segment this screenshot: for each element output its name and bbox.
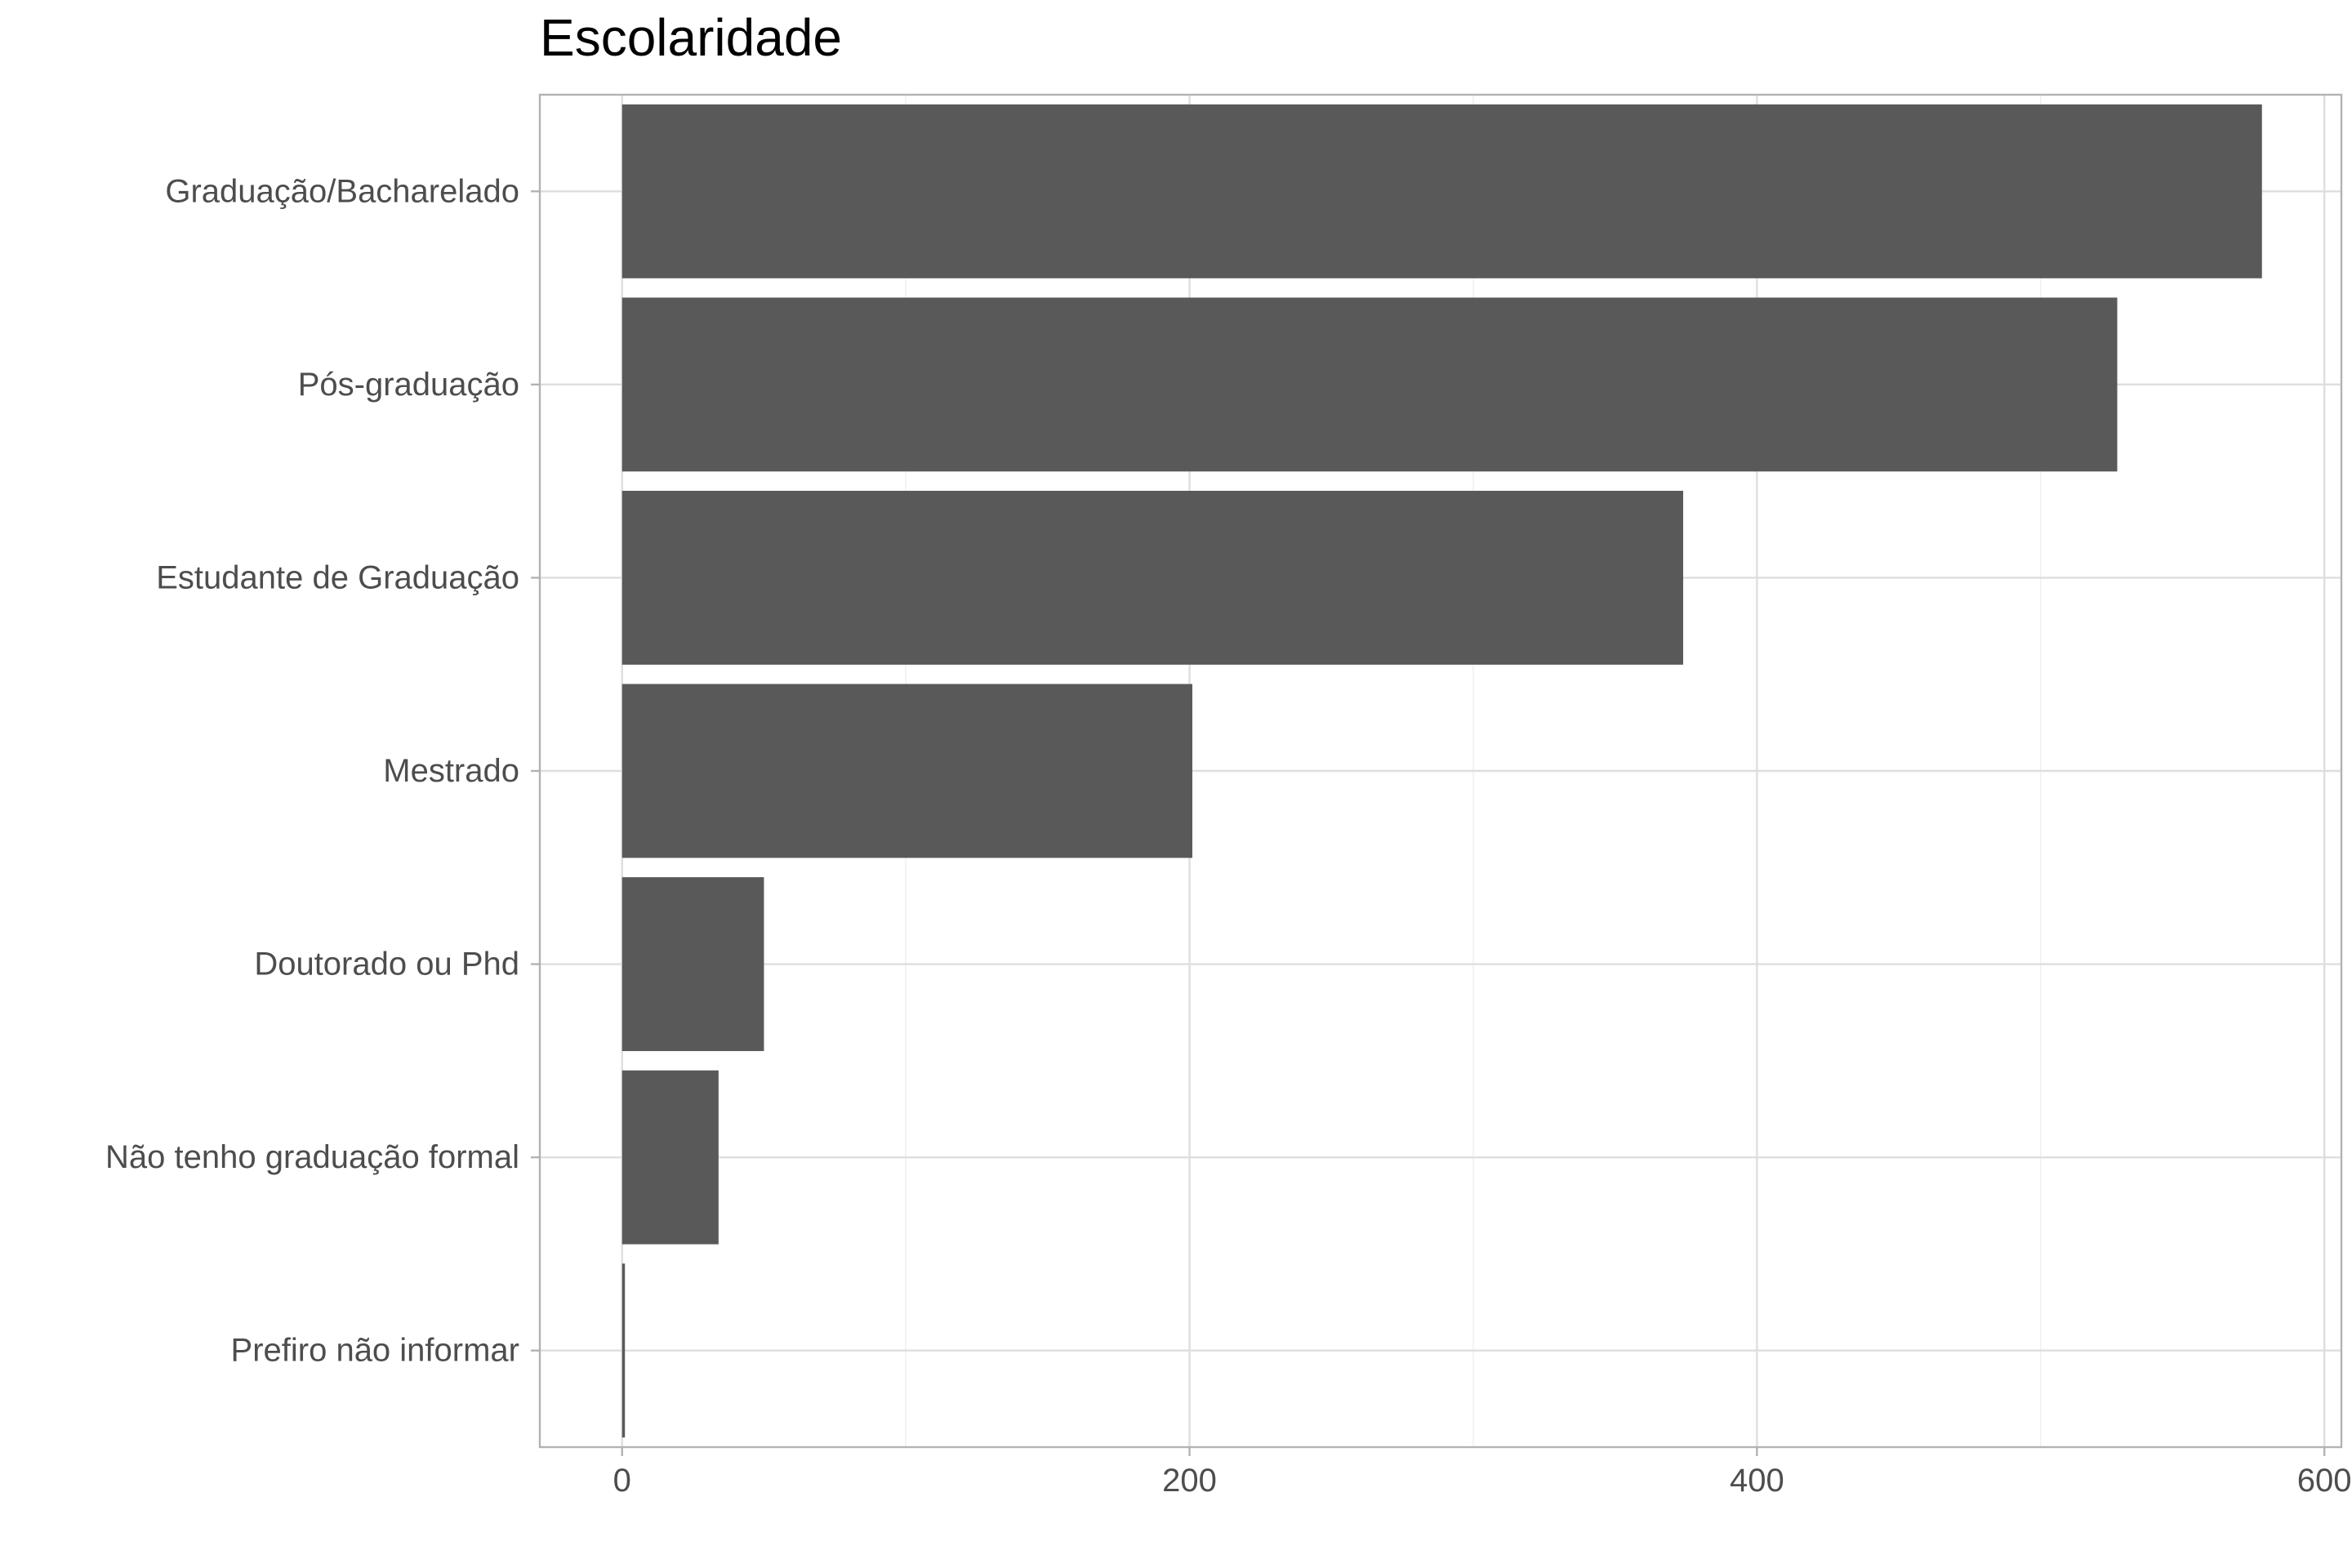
bars	[621, 104, 2262, 1438]
y-tick-label: Pós-graduação	[298, 367, 519, 403]
bar	[621, 297, 2118, 472]
x-tick-label: 400	[1730, 1463, 1784, 1499]
chart-title: Escolaridade	[540, 8, 842, 67]
y-tick-label: Não tenho graduação formal	[105, 1139, 519, 1175]
bar	[621, 684, 1193, 858]
x-tick-label: 600	[2297, 1463, 2352, 1499]
y-axis: Graduação/Bacharelado Pós-graduação Estuda…	[105, 173, 540, 1369]
x-tick-label: 0	[613, 1463, 631, 1499]
y-tick-label: Prefiro não informar	[231, 1333, 519, 1369]
y-tick-label: Doutorado ou Phd	[254, 947, 519, 982]
y-tick-label: Graduação/Bacharelado	[165, 173, 519, 209]
y-tick-label: Mestrado	[383, 753, 519, 789]
x-axis: 0 200 400 600	[613, 1447, 2352, 1499]
y-tick-label: Estudante de Graduação	[156, 559, 519, 595]
bar	[621, 1070, 719, 1245]
bar	[621, 104, 2262, 278]
x-tick-label: 200	[1162, 1463, 1217, 1499]
bar	[621, 877, 764, 1052]
bar	[621, 490, 1684, 665]
bar	[621, 1263, 626, 1438]
